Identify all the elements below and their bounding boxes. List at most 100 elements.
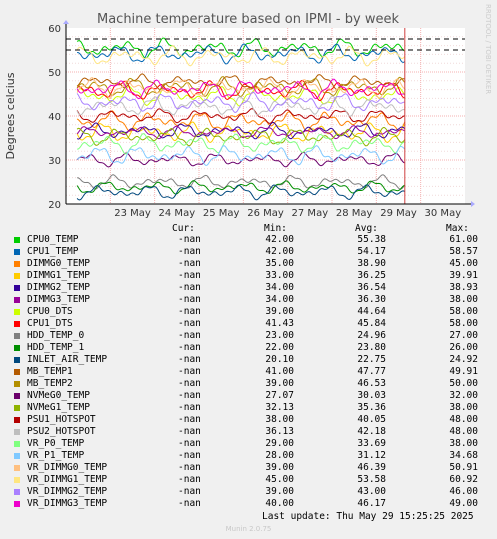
series-line-psu2_hotspot	[76, 95, 405, 117]
series-line-nvmeg0_temp	[76, 152, 405, 168]
legend-series-name: VR_DIMMG2_TEMP	[27, 486, 108, 497]
legend-avg-value: 23.80	[357, 342, 386, 353]
legend-swatch	[14, 405, 20, 411]
threshold-lines	[66, 28, 465, 204]
legend-max-value: 61.00	[449, 234, 478, 245]
last-update: Last update: Thu May 29 15:25:25 2025	[262, 511, 474, 522]
legend-swatch	[14, 321, 20, 327]
series-line-vr_dimmg2_temp	[76, 91, 405, 113]
legend-swatch	[14, 285, 20, 291]
legend-row: VR_DIMMG2_TEMP -nan 39.00 43.00 46.00	[0, 486, 497, 498]
legend-cur-value: -nan	[178, 378, 201, 389]
legend-swatch	[14, 465, 20, 471]
legend-row: VR_DIMMG1_TEMP -nan 45.00 53.58 60.92	[0, 474, 497, 486]
legend-cur-value: -nan	[178, 498, 201, 509]
legend-avg-value: 43.00	[357, 486, 386, 497]
legend-row: DIMMG1_TEMP -nan 33.00 36.25 39.91	[0, 270, 497, 282]
legend-series-name: DIMMG0_TEMP	[27, 258, 90, 269]
legend-swatch	[14, 309, 20, 315]
legend-avg-value: 35.36	[357, 402, 386, 413]
legend-avg-value: 45.84	[357, 318, 386, 329]
legend-avg-value: 47.77	[357, 366, 386, 377]
legend-row: INLET_AIR_TEMP -nan 20.10 22.75 24.92	[0, 354, 497, 366]
temperature-chart: Machine temperature based on IPMI - by w…	[4, 4, 492, 219]
legend-cur-value: -nan	[178, 318, 201, 329]
legend-row: NVMeG0_TEMP -nan 27.07 30.03 32.00	[0, 390, 497, 402]
legend-series-name: VR_P1_TEMP	[27, 450, 85, 461]
legend-avg-value: 24.96	[357, 330, 386, 341]
legend-avg-value: 46.53	[357, 378, 386, 389]
series-line-nvmeg1_temp	[76, 126, 406, 147]
x-tick-label: 29 May	[380, 208, 417, 219]
legend-min-value: 34.00	[265, 282, 294, 293]
legend-row: VR_DIMMG3_TEMP -nan 40.00 46.17 49.00	[0, 498, 497, 510]
legend-min-value: 22.00	[265, 342, 294, 353]
legend-series-name: NVMeG0_TEMP	[27, 390, 90, 401]
x-tick-label: 25 May	[203, 208, 240, 219]
legend-swatch	[14, 381, 20, 387]
legend-swatch	[14, 333, 20, 339]
legend-series-name: PSU1_HOTSPOT	[27, 414, 96, 425]
y-axis-label: Degrees celcius	[4, 72, 17, 159]
legend-row: CPU0_TEMP -nan 42.00 55.38 61.00	[0, 234, 497, 246]
chart-title: Machine temperature based on IPMI - by w…	[97, 12, 399, 27]
legend-avg-value: 40.05	[357, 414, 386, 425]
legend-swatch	[14, 249, 20, 255]
legend-cur-value: -nan	[178, 234, 201, 245]
legend-swatch	[14, 297, 20, 303]
y-tick-label: 30	[48, 156, 61, 167]
legend-series-name: CPU0_DTS	[27, 306, 73, 317]
x-axis-ticks: 23 May 24 May 25 May 26 May 27 May 28 May 29 M…	[114, 208, 461, 219]
legend-cur-value: -nan	[178, 258, 201, 269]
legend-min-value: 35.00	[265, 258, 294, 269]
legend-min-value: 42.00	[265, 246, 294, 257]
series-line-vr_dimmg1_temp	[76, 45, 406, 67]
legend-series-name: VR_DIMMG0_TEMP	[27, 462, 108, 473]
legend-max-value: 48.00	[449, 414, 478, 425]
legend-series-name: CPU1_TEMP	[27, 246, 79, 257]
series-line-hdd_temp_1	[76, 180, 406, 195]
legend-max-value: 39.91	[449, 270, 478, 281]
legend-max-value: 38.00	[449, 438, 478, 449]
legend-row: PSU2_HOTSPOT -nan 36.13 42.18 48.00	[0, 426, 497, 438]
legend-min-value: 39.00	[265, 306, 294, 317]
x-tick-label: 23 May	[114, 208, 151, 219]
legend-min-value: 27.07	[265, 390, 294, 401]
legend-avg-value: 22.75	[357, 354, 386, 365]
legend-cur-value: -nan	[178, 246, 201, 257]
legend-swatch	[14, 357, 20, 363]
legend-row: VR_P0_TEMP -nan 29.00 33.69 38.00	[0, 438, 497, 450]
legend-swatch	[14, 369, 20, 375]
legend-min-value: 34.00	[265, 294, 294, 305]
legend-swatch	[14, 273, 20, 279]
legend-avg-value: 33.69	[357, 438, 386, 449]
series-lines	[76, 37, 406, 201]
legend-series-name: DIMMG3_TEMP	[27, 294, 90, 305]
legend-series-name: MB_TEMP1	[27, 366, 73, 377]
legend-row: HDD_TEMP_1 -nan 22.00 23.80 26.00	[0, 342, 497, 354]
y-tick-label: 40	[48, 112, 61, 123]
series-line-mb_temp2	[76, 76, 406, 98]
legend-max-value: 38.00	[449, 294, 478, 305]
footer-version: Munin 2.0.75	[225, 525, 272, 533]
legend-row: DIMMG3_TEMP -nan 34.00 36.30 38.00	[0, 294, 497, 306]
legend-min-value: 38.00	[265, 414, 294, 425]
legend-min-value: 41.00	[265, 366, 294, 377]
legend-min-value: 33.00	[265, 270, 294, 281]
legend-series-name: VR_DIMMG1_TEMP	[27, 474, 108, 485]
legend-max-value: 50.00	[449, 378, 478, 389]
legend-avg-value: 46.17	[357, 498, 386, 509]
legend-row: DIMMG0_TEMP -nan 35.00 38.90 45.00	[0, 258, 497, 270]
legend-avg-value: 36.30	[357, 294, 386, 305]
legend-max-value: 49.00	[449, 498, 478, 509]
legend-series-name: CPU1_DTS	[27, 318, 73, 329]
legend-row: PSU1_HOTSPOT -nan 38.00 40.05 48.00	[0, 414, 497, 426]
legend-cur-value: -nan	[178, 390, 201, 401]
legend-cur-value: -nan	[178, 354, 201, 365]
legend-cur-value: -nan	[178, 270, 201, 281]
legend-series-name: CPU0_TEMP	[27, 234, 79, 245]
legend-cur-value: -nan	[178, 306, 201, 317]
legend-series-name: HDD_TEMP_0	[27, 330, 85, 341]
legend-series-name: NVMeG1_TEMP	[27, 402, 90, 413]
series-line-dimmg2_temp	[76, 122, 406, 140]
